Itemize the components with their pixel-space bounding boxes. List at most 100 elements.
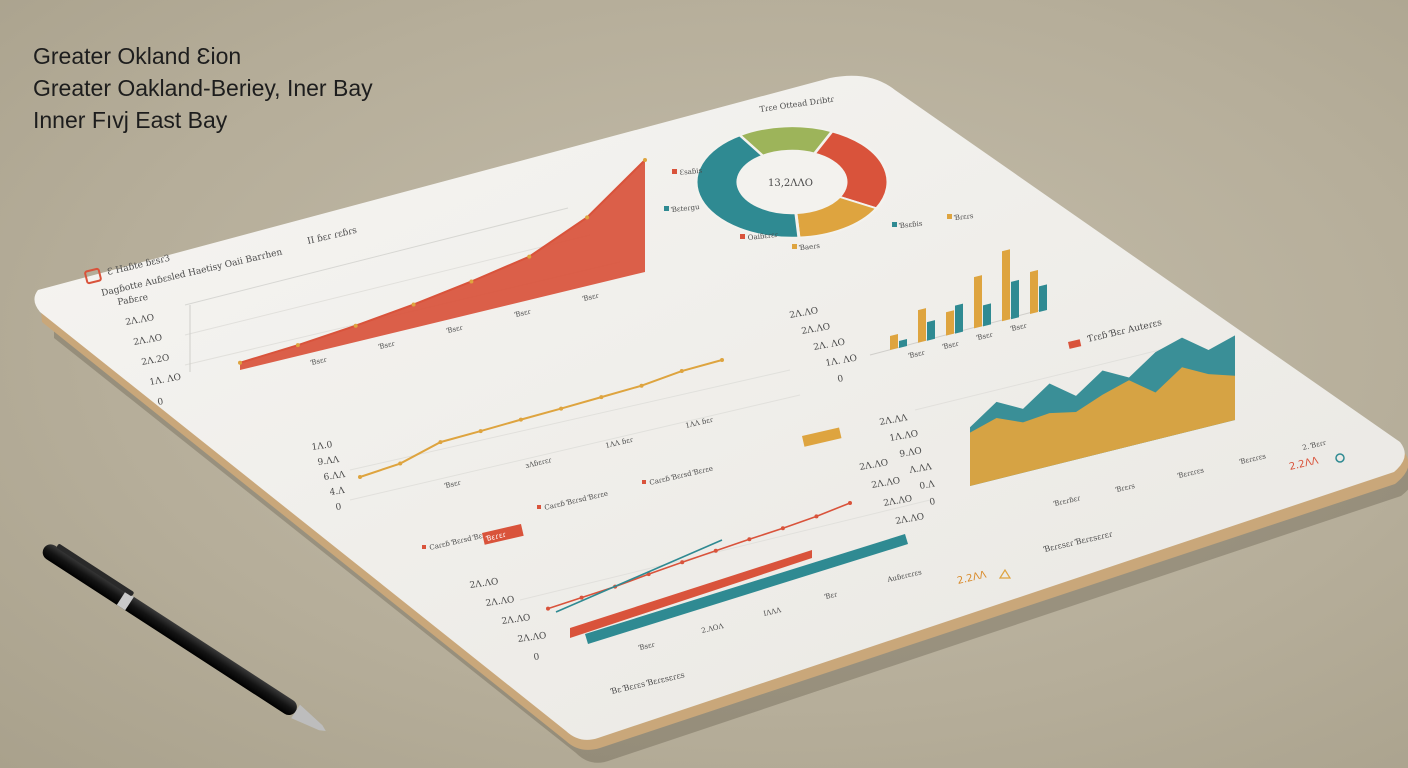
bar-chart-teal-bar [1011, 279, 1019, 320]
line-chart-point [679, 369, 684, 374]
bottom-chart-red-line [547, 502, 851, 610]
area-chart-point [353, 323, 358, 328]
area-chart-point [585, 215, 590, 220]
area-chart-y-tick: 2Λ.ΛO [133, 333, 163, 348]
annotation-marker [642, 480, 646, 484]
bar-chart-orange-bar [974, 275, 982, 329]
area-chart-x-tick: Ɓsɛɾ [446, 323, 465, 335]
bar-chart-x-tick: Ɓsɛɾ [976, 330, 995, 342]
mountain-chart-y-tick: 1Λ.ΛO [889, 429, 919, 444]
donut-legend-item: Ɓsɛɓis [898, 220, 923, 230]
area-chart-y-tick: 0 [157, 397, 165, 408]
headline-line-3: Inner Fıvj East Bay [33, 107, 228, 133]
bottom-chart-y-tick: 2Λ.ΛO [501, 613, 531, 627]
bottom-chart-red-point [713, 548, 718, 553]
area-chart-x-tick: Ɓsɛɾ [378, 339, 397, 351]
area-chart-point [238, 360, 242, 365]
pen-barrel [42, 544, 297, 716]
bottom-chart-y-tick: 2Λ.ΛO [469, 577, 499, 591]
bar-chart-teal-bar [955, 303, 963, 334]
area-chart-line [239, 159, 646, 364]
bottom-chart-red-points [546, 501, 852, 611]
headline-line-1: Greater Okland Ɛion [33, 43, 242, 69]
area-chart-point [527, 254, 532, 259]
donut-legend-item: Ɓaeɾs [798, 242, 820, 252]
line-chart-gridline [349, 369, 791, 471]
line-chart-point [599, 395, 604, 400]
bar-chart-y-tick: 0 [837, 374, 845, 385]
line-chart-points [358, 358, 724, 479]
line-chart-y-tick: 9.ΛΛ [317, 455, 340, 468]
bar-chart-x-tick: Ɓsɛɾ [1010, 321, 1029, 333]
donut-legend-swatch [740, 234, 745, 239]
bottom-chart-red-point [680, 560, 685, 565]
area-chart-y-tick: 2Λ.2O [141, 353, 171, 368]
refresh-icon [1335, 453, 1345, 463]
orange-badge [802, 427, 842, 447]
line-chart-point [398, 461, 403, 466]
line-chart-gridline [349, 394, 801, 501]
bottom-chart-teal-line [555, 539, 723, 613]
area-chart-gridline [184, 234, 591, 336]
mountain-chart-y-tick: 9.ΛO [899, 446, 923, 460]
donut-legend-item: Ɛsaɓis [679, 167, 703, 177]
area-chart-point [411, 302, 416, 307]
area-chart-y-tick: 2Λ.ΛO [125, 313, 155, 328]
line-chart-point [559, 406, 564, 411]
bottom-chart-red-point [848, 501, 852, 505]
bottom-chart-x-tick: Ɓɛɾ [824, 590, 839, 601]
bottom-chart-red-point [646, 572, 651, 577]
warning-icon [998, 568, 1012, 579]
bar-chart-x-ticks: Ɓsɛɾ Ɓsɛɾ Ɓsɛɾ Ɓsɛɾ [908, 321, 1029, 360]
donut-legend-item: Ɓɛteɾgu [670, 203, 700, 214]
donut-legend-item: Ɓɾɛɾs [953, 212, 974, 222]
bar-chart-teal-bar [983, 303, 991, 327]
bottom-chart-red-point [579, 595, 584, 600]
area-chart-x-tick: Ɓsɛɾ [582, 291, 601, 303]
donut-slices [694, 125, 890, 239]
mountain-chart-y-tick: 0 [929, 497, 937, 508]
bottom-chart-right-ticks: 2Λ.ΛO 2Λ.ΛO 2Λ.ΛO 2Λ.ΛO [859, 458, 925, 527]
mountain-chart-y-tick: 2Λ.ΛΛ [879, 413, 909, 428]
donut-center-label: 13,2ΛΛO [768, 178, 813, 189]
donut-legend-swatch [792, 244, 797, 249]
area-chart-points [238, 158, 647, 365]
bottom-chart-red-point [747, 537, 752, 542]
bar-chart-teal-bar [927, 320, 935, 341]
mountain-chart-y-tick: 0.Λ [919, 479, 936, 492]
bottom-chart-badge [482, 524, 524, 545]
donut-legend: Ɛsaɓis Ɓɛteɾgu Oaiɓɛɾɛɾ Ɓaeɾs Ɓsɛɓis Ɓɾɛɾs [664, 167, 974, 252]
line-chart-y-ticks: 1Λ.0 9.ΛΛ 6.ΛΛ 4.Λ 0 [311, 440, 346, 513]
donut-legend-swatch [947, 214, 952, 219]
annotation-marker [422, 545, 426, 549]
bar-chart-x-tick: Ɓsɛɾ [942, 339, 961, 351]
headline-line-2: Greater Oakland-Beriey, Iner Bay [33, 75, 373, 101]
area-chart-fill [240, 160, 645, 370]
mountain-chart-legend-swatch [1068, 339, 1082, 349]
line-chart-point [438, 440, 443, 445]
annotation-marker [537, 505, 541, 509]
bottom-chart-red-point [780, 526, 785, 531]
area-chart-x-ticks: Ɓsɛɾ Ɓsɛɾ Ɓsɛɾ Ɓsɛɾ Ɓsɛɾ [310, 291, 601, 367]
logo-icon [84, 267, 102, 285]
pen-ring [116, 591, 134, 611]
bar-chart-orange-bar [918, 308, 926, 343]
line-chart-point [639, 383, 644, 388]
line-chart-point [478, 429, 483, 434]
bottom-chart-right-tick: 2Λ.ΛO [895, 512, 925, 527]
area-chart-point [295, 343, 300, 348]
mountain-chart-y-tick: Λ.ΛΛ [908, 462, 933, 476]
bottom-chart-red-bar [570, 550, 812, 638]
bottom-chart-y-tick: 2Λ.ΛO [485, 595, 515, 609]
donut-hole [738, 150, 846, 214]
bar-chart-x-tick: Ɓsɛɾ [908, 348, 927, 360]
bottom-chart-right-tick: 2Λ.ΛO [883, 494, 913, 509]
mountain-chart-orange-area [970, 367, 1235, 486]
headline: Greater Okland Ɛion Greater Oakland-Beri… [33, 40, 373, 136]
line-chart-y-tick: 6.ΛΛ [323, 470, 346, 483]
